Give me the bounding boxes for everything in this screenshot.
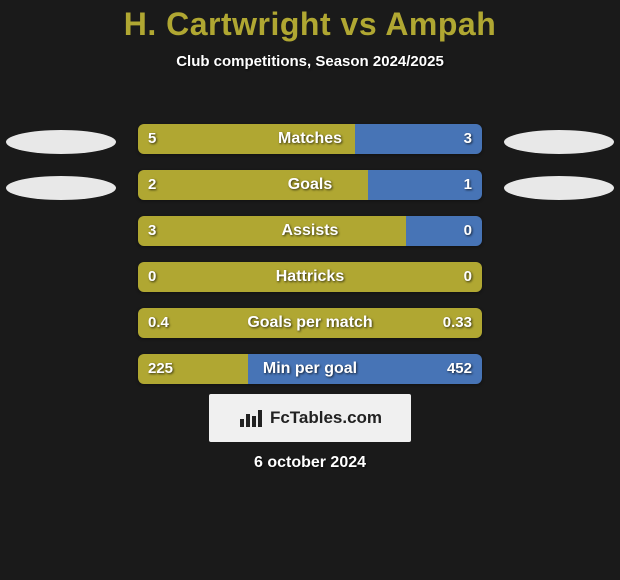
stat-value-left: 5 [138, 124, 166, 154]
branding-text: FcTables.com [270, 408, 382, 428]
stat-bar-left [138, 308, 482, 338]
stat-value-right: 0 [454, 216, 482, 246]
stat-value-left: 0 [138, 262, 166, 292]
stat-value-left: 3 [138, 216, 166, 246]
stat-row: 21Goals [0, 164, 620, 210]
player-badge-right [504, 130, 614, 154]
subtitle: Club competitions, Season 2024/2025 [0, 53, 620, 70]
player-badge-right [504, 176, 614, 200]
stat-row: 225452Min per goal [0, 348, 620, 394]
stat-row: 0.40.33Goals per match [0, 302, 620, 348]
page-title: H. Cartwright vs Ampah [0, 0, 620, 43]
player-badge-left [6, 130, 116, 154]
branding-badge: FcTables.com [209, 394, 411, 442]
stat-bar-left [138, 124, 355, 154]
stat-bar: 21Goals [138, 170, 482, 200]
snapshot-date: 6 october 2024 [0, 454, 620, 472]
player-badge-left [6, 176, 116, 200]
stat-value-right: 3 [454, 124, 482, 154]
stat-value-left: 0.4 [138, 308, 179, 338]
stat-row: 30Assists [0, 210, 620, 256]
stat-row: 00Hattricks [0, 256, 620, 302]
stat-value-right: 0.33 [433, 308, 482, 338]
comparison-chart: 53Matches21Goals30Assists00Hattricks0.40… [0, 118, 620, 394]
stat-value-right: 452 [437, 354, 482, 384]
stat-bar: 53Matches [138, 124, 482, 154]
stat-bar: 30Assists [138, 216, 482, 246]
stat-bar: 0.40.33Goals per match [138, 308, 482, 338]
stat-value-right: 0 [454, 262, 482, 292]
stat-row: 53Matches [0, 118, 620, 164]
stat-bar-left [138, 262, 482, 292]
stat-bar-left [138, 170, 368, 200]
stat-value-right: 1 [454, 170, 482, 200]
stat-bar: 225452Min per goal [138, 354, 482, 384]
stat-value-left: 225 [138, 354, 183, 384]
bar-chart-icon [238, 407, 264, 429]
stat-bar: 00Hattricks [138, 262, 482, 292]
stat-value-left: 2 [138, 170, 166, 200]
stat-bar-left [138, 216, 406, 246]
